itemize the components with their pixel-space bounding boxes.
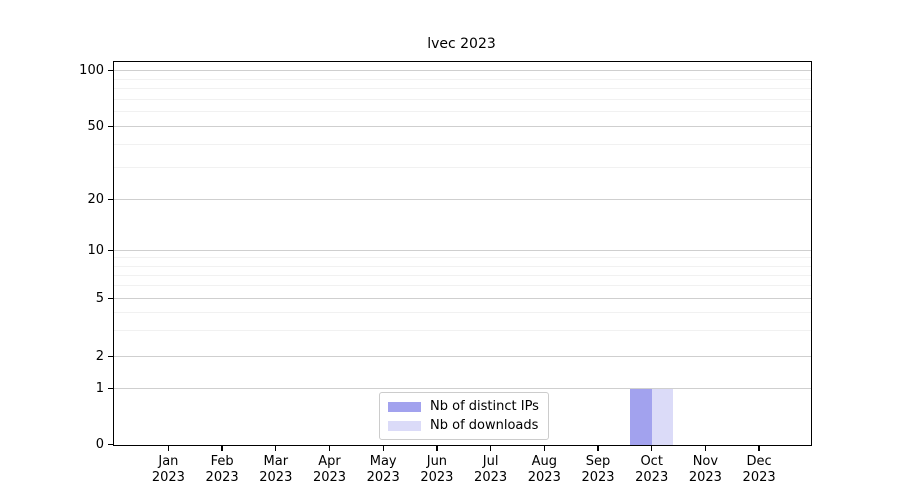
minor-gridline bbox=[114, 265, 811, 267]
y-tick-label: 10 bbox=[87, 242, 104, 258]
x-tick-year: 2023 bbox=[312, 470, 347, 485]
major-gridline bbox=[114, 355, 811, 357]
x-tick-label: Apr 2023 bbox=[300, 454, 360, 486]
minor-gridline bbox=[114, 257, 811, 259]
x-tick-label: Sep 2023 bbox=[568, 454, 628, 486]
x-tick-mark bbox=[275, 446, 277, 451]
x-tick-year: 2023 bbox=[366, 470, 400, 485]
x-tick-label: Feb 2023 bbox=[192, 454, 252, 486]
major-gridline bbox=[114, 198, 811, 200]
y-tick-label: 50 bbox=[87, 119, 104, 135]
x-tick-label: Jan 2023 bbox=[138, 454, 198, 486]
minor-gridline bbox=[114, 330, 811, 332]
x-tick-mark bbox=[436, 446, 438, 451]
y-tick-label: 5 bbox=[95, 291, 104, 307]
legend-swatch bbox=[388, 420, 421, 431]
x-tick-month: Jan bbox=[158, 454, 179, 469]
plot-area: Nb of distinct IPs Nb of downloads 0 1 2 5 10… bbox=[79, 61, 812, 485]
x-tick-month: Mar bbox=[263, 454, 289, 469]
x-tick-year: 2023 bbox=[581, 470, 615, 485]
x-tick-month: Feb bbox=[210, 454, 234, 469]
y-tick-mark bbox=[108, 443, 113, 445]
x-tick-mark bbox=[543, 446, 545, 451]
legend-entry: Nb of downloads bbox=[388, 418, 539, 433]
x-tick-year: 2023 bbox=[688, 470, 722, 485]
y-tick-mark bbox=[108, 355, 113, 357]
x-tick-label: Jul 2023 bbox=[461, 454, 521, 486]
x-tick-year: 2023 bbox=[635, 470, 669, 485]
x-tick-label: Dec 2023 bbox=[729, 454, 789, 486]
x-tick-mark bbox=[167, 446, 170, 451]
x-tick-mark bbox=[758, 446, 760, 451]
x-tick-label: Aug 2023 bbox=[514, 454, 574, 486]
x-tick-mark bbox=[651, 446, 653, 451]
x-tick-month: May bbox=[369, 454, 397, 469]
y-tick-mark bbox=[108, 69, 113, 71]
x-tick-label: Nov 2023 bbox=[675, 454, 735, 486]
minor-gridline bbox=[114, 285, 811, 287]
x-tick-month: Nov bbox=[692, 454, 719, 469]
legend-entry: Nb of distinct IPs bbox=[388, 399, 539, 414]
y-tick-label: 20 bbox=[87, 191, 104, 207]
x-tick-mark bbox=[328, 446, 331, 451]
x-tick-mark bbox=[704, 446, 707, 451]
major-gridline bbox=[114, 69, 811, 71]
x-tick-year: 2023 bbox=[420, 470, 454, 485]
minor-gridline bbox=[114, 166, 811, 168]
y-tick-label: 2 bbox=[95, 348, 104, 364]
minor-gridline bbox=[114, 78, 811, 80]
bar-distinct-ips bbox=[630, 389, 652, 445]
x-tick-year: 2023 bbox=[527, 470, 561, 485]
x-tick-label: Oct 2023 bbox=[622, 454, 682, 486]
x-tick-month: Sep bbox=[585, 454, 611, 469]
bar-downloads bbox=[651, 389, 674, 445]
x-tick-mark bbox=[597, 446, 599, 451]
y-tick-label: 0 bbox=[95, 437, 104, 452]
x-tick-year: 2023 bbox=[205, 470, 239, 485]
y-tick-mark bbox=[108, 249, 113, 251]
x-tick-month: Oct bbox=[640, 454, 663, 469]
x-tick-year: 2023 bbox=[474, 470, 508, 485]
legend-label: Nb of downloads bbox=[430, 418, 539, 433]
y-tick-mark bbox=[108, 387, 113, 390]
x-tick-month: Aug bbox=[531, 454, 557, 469]
major-gridline bbox=[114, 388, 811, 390]
major-gridline bbox=[114, 249, 811, 251]
minor-gridline bbox=[114, 88, 811, 90]
y-tick-mark bbox=[108, 198, 113, 200]
y-tick-label: 100 bbox=[79, 62, 104, 78]
minor-gridline bbox=[114, 274, 811, 276]
legend-swatch bbox=[388, 401, 421, 412]
x-tick-label: Jun 2023 bbox=[407, 454, 467, 486]
x-tick-month: Jul bbox=[482, 454, 499, 469]
x-tick-month: Apr bbox=[318, 454, 341, 469]
major-gridline bbox=[114, 298, 811, 300]
x-tick-year: 2023 bbox=[742, 470, 776, 485]
x-tick-label: May 2023 bbox=[353, 454, 413, 486]
x-tick-label: Mar 2023 bbox=[246, 454, 306, 486]
minor-gridline bbox=[114, 312, 811, 314]
y-tick-mark bbox=[108, 297, 113, 300]
x-tick-month: Jun bbox=[426, 454, 448, 469]
y-tick-label: 1 bbox=[95, 381, 104, 397]
x-tick-mark bbox=[489, 446, 492, 451]
x-tick-year: 2023 bbox=[151, 470, 185, 485]
x-tick-mark bbox=[221, 446, 223, 451]
x-tick-year: 2023 bbox=[259, 470, 293, 485]
x-tick-month: Dec bbox=[746, 454, 772, 469]
major-gridline bbox=[114, 126, 811, 128]
minor-gridline bbox=[114, 98, 811, 100]
legend: Nb of distinct IPs Nb of downloads bbox=[379, 392, 549, 440]
chart-title: lvec 2023 bbox=[427, 36, 496, 52]
legend-label: Nb of distinct IPs bbox=[430, 399, 539, 414]
minor-gridline bbox=[114, 111, 811, 113]
x-tick-mark bbox=[382, 446, 384, 451]
y-tick-mark bbox=[108, 125, 113, 128]
minor-gridline bbox=[114, 143, 811, 145]
